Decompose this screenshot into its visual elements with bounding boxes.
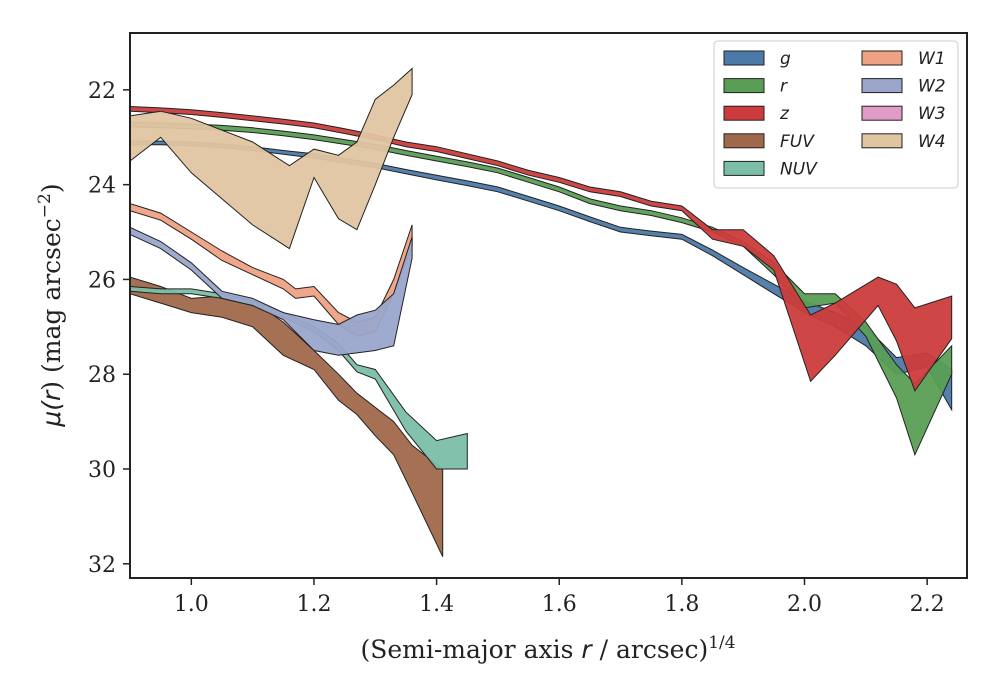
y-tick-label: 22 [88, 79, 116, 104]
legend-swatch-fuv [723, 133, 765, 149]
y-tick-label: 32 [88, 553, 116, 578]
y-tick-label: 24 [88, 174, 116, 199]
x-tick-label: 2.2 [910, 592, 945, 617]
legend-label-nuv: NUV [780, 159, 818, 179]
legend-swatch-g [723, 50, 765, 66]
legend-swatch-w3 [861, 105, 903, 121]
x-axis-label: (Semi-major axis r / arcsec)1/4 [360, 633, 735, 664]
area-w4 [130, 67, 413, 250]
series-areas [130, 67, 953, 557]
x-axis-ticks: 1.0 1.2 1.4 1.6 1.8 2.0 2.2 [174, 578, 945, 617]
y-tick-label: 26 [88, 268, 116, 293]
legend-swatch-w4 [861, 133, 903, 149]
y-tick-label: 30 [88, 458, 116, 483]
area-w2 [130, 226, 413, 356]
legend-label-w3: W3 [918, 104, 946, 124]
legend-label-fuv: FUV [780, 132, 815, 152]
x-tick-label: 1.4 [419, 592, 454, 617]
legend-label-g: g [780, 49, 791, 69]
y-tick-label: 28 [88, 363, 116, 388]
legend-swatch-w1 [861, 50, 903, 66]
legend-label-r: r [780, 77, 788, 97]
x-tick-label: 1.6 [542, 592, 577, 617]
legend-box [713, 40, 959, 189]
legend-label-w1: W1 [918, 49, 946, 69]
legend-swatch-nuv [723, 160, 765, 176]
plot-frame [129, 32, 968, 579]
legend-swatch-w2 [861, 78, 903, 94]
y-axis-label: μ(r) (mag arcsec−2) [35, 183, 66, 427]
legend-swatch-z [723, 105, 765, 121]
x-tick-label: 1.8 [664, 592, 699, 617]
legend-label-z: z [779, 104, 790, 124]
legend: grz FUV NUV W1 W2 W3 W4 [713, 40, 959, 189]
legend-label-w2: W2 [918, 77, 946, 97]
area-g [130, 140, 953, 412]
x-tick-label: 1.2 [296, 592, 331, 617]
x-tick-label: 1.0 [174, 592, 209, 617]
area-nuv [130, 285, 468, 470]
x-tick-label: 2.0 [787, 592, 822, 617]
y-axis-ticks: 22 24 26 28 30 32 [88, 79, 130, 578]
legend-label-w4: W4 [918, 132, 946, 152]
legend-swatch-r [723, 78, 765, 94]
